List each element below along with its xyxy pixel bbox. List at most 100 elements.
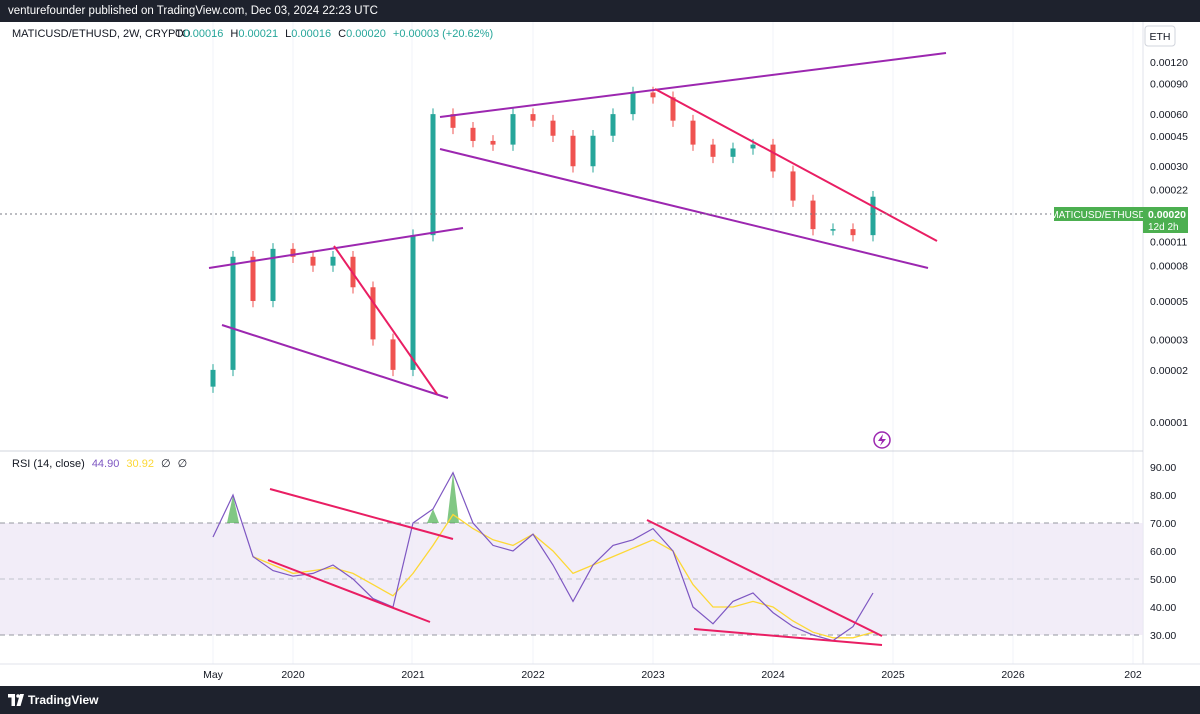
time-tick-label: 2025 xyxy=(881,669,905,681)
rsi-tick-label: 40.00 xyxy=(1150,602,1176,614)
price-tick-label: 0.00011 xyxy=(1150,237,1187,249)
time-tick-label: 2023 xyxy=(641,669,665,681)
chart-canvas: MATICUSD/ETHUSD, 2W, CRYPTO O0.00016 H0.… xyxy=(0,22,1200,681)
trendline-wedge-bottom[interactable] xyxy=(439,148,929,269)
price-tick-label: 0.00008 xyxy=(1150,261,1188,273)
candle-body xyxy=(230,256,236,370)
candle-body xyxy=(470,127,476,141)
candle-body xyxy=(490,140,496,145)
currency-button[interactable] xyxy=(1144,25,1176,47)
price-tick-label: 0.00060 xyxy=(1150,109,1188,121)
main-pane[interactable] xyxy=(0,22,1143,450)
price-tick-label: 0.00005 xyxy=(1150,296,1188,308)
time-tick-label: 2022 xyxy=(521,669,545,681)
candle-body xyxy=(410,235,416,370)
candle-body xyxy=(730,148,736,157)
candle-body xyxy=(710,144,716,157)
rsi-tick-label: 80.00 xyxy=(1150,490,1176,502)
rsi-line xyxy=(212,471,874,642)
candle-body xyxy=(510,114,516,145)
current-price-badge xyxy=(1143,207,1188,233)
price-tick-label: 0.00002 xyxy=(1150,365,1188,377)
candle-body xyxy=(870,196,876,236)
rsi-legend: RSI (14, close) 44.90 30.92 ∅ ∅ xyxy=(12,458,187,470)
price-badge: MATICUSD/ETHUSD 0.00020 12d 2h xyxy=(1050,207,1188,233)
candle-body xyxy=(450,114,456,128)
candle-body xyxy=(550,120,556,136)
publish-bar: venturefounder published on TradingView.… xyxy=(0,0,1200,22)
time-tick-label: 2024 xyxy=(761,669,785,681)
price-tick-label: 0.00030 xyxy=(1150,161,1188,173)
candle-body xyxy=(330,256,336,266)
svg-text:12d 2h: 12d 2h xyxy=(1148,222,1179,233)
candle-body xyxy=(290,248,296,257)
rsi-trendlines xyxy=(267,488,883,646)
time-tick-label: 2020 xyxy=(281,669,305,681)
price-tick-label: 0.00003 xyxy=(1150,334,1188,346)
candle-body xyxy=(390,339,396,370)
trendline-2020-down[interactable] xyxy=(333,245,438,395)
candle-body xyxy=(670,97,676,121)
price-tick-label: 0.00045 xyxy=(1150,131,1188,143)
time-axis[interactable]: May 2020 2021 2022 2023 2024 2025 2026 202 xyxy=(203,669,1142,681)
trendline-wedge-top[interactable] xyxy=(439,52,947,118)
candle-body xyxy=(570,135,576,167)
svg-text:0.00020: 0.00020 xyxy=(1148,209,1186,221)
trendline-2019-bottom[interactable] xyxy=(221,324,449,399)
lightning-icon xyxy=(878,434,886,446)
candle-body xyxy=(370,287,376,340)
rsi-trendline-2-bottom[interactable] xyxy=(693,628,883,646)
symbol-label: MATICUSD/ETHUSD, 2W, CRYPTO xyxy=(12,28,191,40)
trendline-2023-down[interactable] xyxy=(654,88,938,242)
price-tick-label: 0.00090 xyxy=(1150,79,1188,91)
price-scale[interactable]: ETH 0.00120 0.00090 0.00060 0.00045 0.00030 0… xyxy=(1144,25,1188,429)
price-tick-label: 0.00022 xyxy=(1150,185,1188,197)
candle-body xyxy=(850,229,856,236)
currency-label: ETH xyxy=(1150,31,1171,43)
footer-brand: TradingView xyxy=(28,693,99,707)
rsi-pane[interactable]: RSI (14, close) 44.90 30.92 ∅ ∅ 90.00 80.… xyxy=(0,458,1176,646)
time-tick-label: May xyxy=(203,669,224,681)
time-tick-label: 2026 xyxy=(1001,669,1025,681)
candle-body xyxy=(650,92,656,98)
candlestick-series xyxy=(210,86,876,393)
tradingview-logo-icon xyxy=(8,694,24,706)
rsi-tick-label: 70.00 xyxy=(1150,518,1176,530)
svg-text:MATICUSD/ETHUSD: MATICUSD/ETHUSD xyxy=(1050,210,1145,221)
candle-body xyxy=(430,114,436,236)
rsi-tick-label: 30.00 xyxy=(1150,630,1176,642)
candle-body xyxy=(210,369,216,387)
publish-info: venturefounder published on TradingView.… xyxy=(8,5,378,17)
candle-body xyxy=(750,144,756,149)
rsi-trendline-1-top[interactable] xyxy=(269,488,454,540)
rsi-tick-label: 50.00 xyxy=(1150,574,1176,586)
candle-body xyxy=(690,120,696,145)
time-grid xyxy=(212,22,1134,664)
candle-body xyxy=(530,114,536,121)
rsi-overbought-fill xyxy=(227,472,459,523)
candle-body xyxy=(590,135,596,167)
rsi-ma-line xyxy=(252,513,874,639)
time-tick-label: 202 xyxy=(1124,669,1142,681)
candle-body xyxy=(250,256,256,301)
price-tick-label: 0.00001 xyxy=(1150,417,1188,429)
rsi-tick-label: 60.00 xyxy=(1150,546,1176,558)
candle-body xyxy=(790,171,796,201)
price-tick-label: 0.00120 xyxy=(1150,57,1188,69)
rsi-trendline-1-bottom[interactable] xyxy=(267,559,431,623)
ohlc-values: O0.00016 H0.00021 L0.00016 C0.00020 +0.0… xyxy=(175,28,493,40)
footer-bar: TradingView xyxy=(0,686,1200,714)
time-tick-label: 2021 xyxy=(401,669,425,681)
event-marker[interactable] xyxy=(873,431,891,449)
candle-body xyxy=(830,229,836,231)
symbol-badge xyxy=(1054,207,1143,221)
rsi-tick-label: 90.00 xyxy=(1150,462,1176,474)
candle-body xyxy=(270,248,276,301)
candle-body xyxy=(810,200,816,230)
rsi-trendline-2-top[interactable] xyxy=(646,519,883,637)
candle-body xyxy=(630,92,636,115)
candle-body xyxy=(770,144,776,172)
candle-body xyxy=(310,256,316,266)
price-trendlines xyxy=(208,52,947,399)
candle-body xyxy=(610,114,616,136)
